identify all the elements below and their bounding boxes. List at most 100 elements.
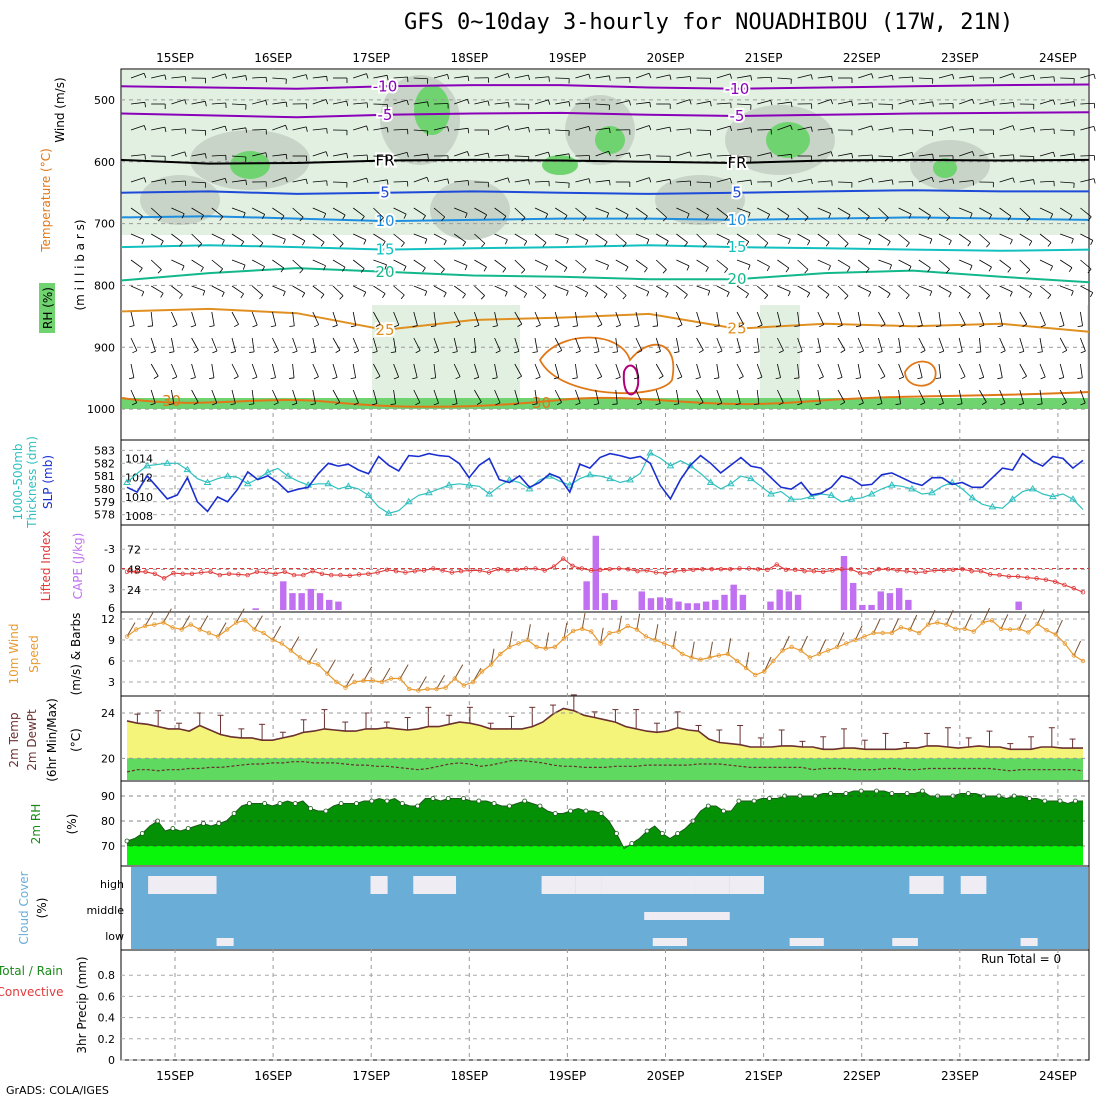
rh2m-marker [981,793,986,799]
wind-barb [413,311,418,326]
wind-barb-flag [467,151,470,157]
wind-barb-flag [542,242,547,247]
wind-barb [514,389,520,404]
wind-barb [777,311,782,326]
wind-barb [1019,126,1034,131]
wind-barb-10m [1018,614,1027,630]
wind-barb [231,363,239,377]
cape-bar [583,581,590,610]
panel-frame-slp [120,439,1090,526]
lifted-index-marker [765,567,770,573]
wind-barb-flag [724,216,729,221]
wind-barb [716,363,720,378]
wind-barb [716,154,731,157]
wind-barb-flag [168,403,174,406]
wind-barb [817,151,832,157]
wind-barb [433,126,448,131]
wind-barb-flag [245,179,247,186]
wind-speed-marker [962,626,967,631]
wind-barb [918,311,923,326]
wind-speed-marker [862,634,867,639]
wind-barb [615,152,630,157]
wind-barb [635,72,650,79]
wind-barb [312,233,325,243]
wind-barb-flag [615,376,621,380]
wind-barb [514,207,526,218]
wind-barb-flag [819,324,824,328]
cape-bar [721,594,728,610]
isotherm--5 [120,111,1090,119]
wind-barb-flag [877,403,883,406]
wind-barb [453,389,458,404]
wind-barb [837,233,849,244]
thickness-marker [143,461,152,469]
lifted-index-marker [579,566,584,571]
axis-label-temp: (°C) [69,728,83,752]
wind-barb-flag [1062,350,1067,354]
wind-barb-flag [689,99,692,105]
isotherm-5 [120,189,1089,195]
wind-barb-10m [654,624,659,641]
wind-barb [676,99,690,105]
wind-barb [150,285,164,294]
cape-bar [316,593,324,610]
wind-barb [292,233,306,242]
wind-barb-flag [818,376,824,380]
wind-barb-flag [1071,290,1074,296]
slp-tick: 1014 [125,452,153,465]
wind-barb-flag [361,216,365,221]
wind-speed-marker [598,641,603,646]
wind-barb [716,259,728,270]
wind-barb-flag [452,403,458,406]
wind-barb-flag [422,267,426,273]
wind-barb-flag [825,241,830,247]
wind-barb-flag [612,403,618,405]
cloud-cell [644,912,687,920]
lifted-index-marker [997,572,1002,578]
thickness-tick: 581 [94,470,115,483]
wind-barb-flag [384,264,387,270]
wind-barb-flag [946,216,951,222]
wind-speed-marker [552,644,558,650]
wind-barb [433,73,448,79]
wind-barb-flag [193,402,199,406]
thickness-marker [747,474,755,482]
lifted-index-marker [811,568,817,574]
wind-barb-flag [815,403,821,406]
wind-barbs [128,72,1096,406]
wind-barb [534,207,548,215]
wind-barb [676,180,691,183]
wind-barb-flag [242,264,246,270]
wind-barb-flag [443,240,447,246]
wind-barb [454,180,469,183]
wind-speed-marker [607,630,612,636]
wind-barb [959,259,973,266]
wind-barb [413,176,428,183]
wind-barb [272,259,285,269]
wind-barb [251,233,264,244]
wind-barb [1080,389,1086,404]
wind-barb [999,233,1013,241]
wind-barb-flag [504,239,508,245]
thickness-marker [284,472,292,479]
wind-barb [797,337,803,352]
cape-bar [849,583,857,610]
isotherm-label: 10 [727,211,746,229]
wind-barb [352,259,365,269]
wind-barb [837,311,843,326]
cloud-cell [892,938,918,946]
wind-speed-marker [1062,641,1067,646]
wind-speed-marker [844,641,849,646]
wind-barb-flag [202,290,206,296]
wind-barb-flag [655,350,661,354]
cape-bar [252,608,259,610]
wind-barb [130,363,135,378]
wind-barb [837,152,852,157]
wind-barb-flag [810,126,813,132]
wind-speed-marker [671,644,676,650]
wind-barb [373,337,378,352]
wind-barb-flag [806,292,811,298]
wind-barb-flag [920,402,926,406]
wind-barb [191,337,199,351]
wind-barb [151,178,166,183]
